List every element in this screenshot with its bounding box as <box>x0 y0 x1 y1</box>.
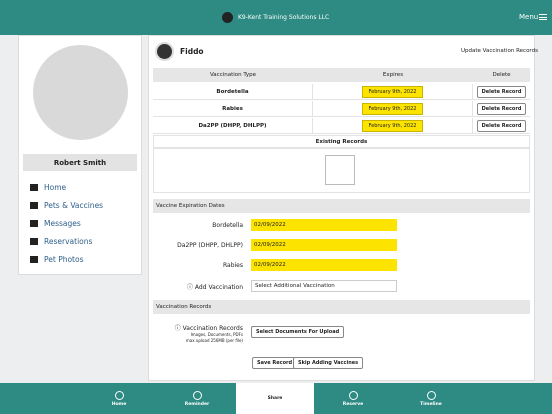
tab-label[interactable]: Reserve <box>342 401 364 407</box>
date-input[interactable]: 02/09/2022 <box>251 239 397 251</box>
tab-icon <box>426 390 436 400</box>
nav-icon <box>30 184 38 191</box>
expires: February 9th, 2022 <box>361 86 424 98</box>
profile-name: Robert Smith <box>23 154 137 171</box>
header: K9-Kent Training Solutions LLC Menu <box>0 0 552 35</box>
skip-button[interactable]: Skip Adding Vaccines <box>293 357 364 369</box>
tab-label[interactable]: Timeline <box>420 401 442 407</box>
delete-button[interactable]: Delete Record <box>476 120 527 132</box>
upload-button[interactable]: Select Documents For Upload <box>251 326 345 338</box>
table-header: Vaccination Type Expires Delete <box>153 68 530 82</box>
tab-icon <box>348 390 358 400</box>
tab[interactable]: Reserve <box>314 383 392 414</box>
existing-area <box>153 148 530 193</box>
add-label: Add Vaccination <box>194 284 243 291</box>
existing-header: Existing Records <box>153 135 530 148</box>
hint: Images, Documents, PDFs <box>190 332 243 337</box>
nav-item[interactable]: Pet Photos <box>30 255 84 264</box>
field-label: ⓘ Add Vaccination <box>187 284 243 291</box>
vaccine-select[interactable]: Select Additional Vaccination <box>251 280 397 292</box>
avatar <box>33 45 128 140</box>
records-label: ⓘ Vaccination Records <box>174 325 243 332</box>
field-label: Bordetella <box>212 222 243 229</box>
nav-label[interactable]: Reservations <box>44 237 93 246</box>
vaccine-name: Da2PP (DHPP, DHLPP) <box>153 118 313 134</box>
save-button[interactable]: Save Record <box>252 357 298 369</box>
menu[interactable]: Menu <box>519 13 539 21</box>
delete-button[interactable]: Delete Record <box>476 103 527 115</box>
nav-label[interactable]: Pets & Vaccines <box>44 201 104 210</box>
menu-icon[interactable] <box>539 14 547 20</box>
header-title: K9-Kent Training Solutions LLC <box>238 14 330 21</box>
nav-icon <box>30 238 38 245</box>
col-header: Delete <box>492 72 511 78</box>
nav-item[interactable]: Pets & Vaccines <box>30 201 103 210</box>
date-input[interactable]: 02/09/2022 <box>251 259 397 271</box>
tab-icon <box>192 390 202 400</box>
table-row: Rabies February 9th, 2022 Delete Record <box>153 101 530 117</box>
nav-item[interactable]: Reservations <box>30 237 92 246</box>
tab-label[interactable]: Share <box>267 396 283 401</box>
nav-label[interactable]: Pet Photos <box>44 255 84 264</box>
expires: February 9th, 2022 <box>361 103 424 115</box>
nav-icon <box>30 220 38 227</box>
logo <box>222 12 233 23</box>
section-title: Vaccine Expiration Dates <box>153 199 530 213</box>
col-header: Vaccination Type <box>209 72 257 78</box>
section-title: Vaccination Records <box>153 300 530 314</box>
delete-button[interactable]: Delete Record <box>476 86 527 98</box>
pet-avatar <box>155 42 174 61</box>
col-header: Expires <box>382 72 404 78</box>
file-placeholder <box>325 155 355 185</box>
tab-label[interactable]: Home <box>111 401 127 407</box>
nav-icon <box>30 202 38 209</box>
table-row: Da2PP (DHPP, DHLPP) February 9th, 2022 D… <box>153 118 530 134</box>
nav-icon <box>30 256 38 263</box>
records-label-text: Vaccination Records <box>182 325 243 332</box>
nav-item[interactable]: Messages <box>30 219 81 228</box>
table-row: Bordetella February 9th, 2022 Delete Rec… <box>153 84 530 100</box>
field-label: Rabies <box>222 262 243 269</box>
tab-icon <box>114 390 124 400</box>
vaccine-name: Rabies <box>153 101 313 117</box>
field-label: Da2PP (DHPP, DHLPP) <box>177 242 243 249</box>
tab[interactable]: Reminder <box>158 383 236 414</box>
tab[interactable]: Home <box>80 383 158 414</box>
expires: February 9th, 2022 <box>361 120 424 132</box>
pet-name: Fiddo <box>180 47 204 56</box>
date-input[interactable]: 02/09/2022 <box>251 219 397 231</box>
vaccine-name: Bordetella <box>153 84 313 100</box>
update-link[interactable]: Update Vaccination Records <box>461 48 538 54</box>
nav-item[interactable]: Home <box>30 183 66 192</box>
nav-label[interactable]: Messages <box>44 219 81 228</box>
tab[interactable]: Timeline <box>392 383 470 414</box>
tab-label[interactable]: Reminder <box>184 401 210 407</box>
hint: max upload 256MB (per file) <box>185 338 243 343</box>
nav-label[interactable]: Home <box>44 183 67 192</box>
tab[interactable]: Share <box>236 383 314 414</box>
